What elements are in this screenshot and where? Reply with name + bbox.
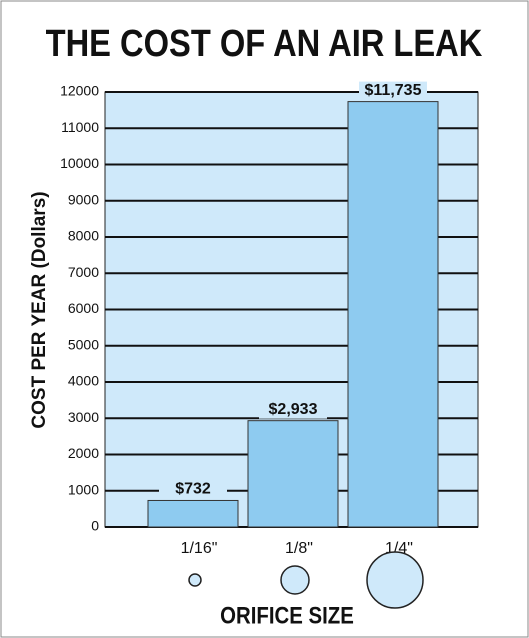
x-tick-label: 1/8" bbox=[285, 540, 313, 557]
y-axis-label: COST PER YEAR (Dollars) bbox=[29, 191, 50, 428]
value-label-bg bbox=[359, 81, 427, 100]
x-axis-label: ORIFICE SIZE bbox=[220, 602, 354, 629]
y-tick-label: 0 bbox=[91, 518, 99, 534]
value-label-bg bbox=[259, 400, 327, 419]
y-tick-label: 11000 bbox=[61, 119, 99, 135]
value-label: $2,933 bbox=[269, 401, 318, 418]
y-tick-label: 10000 bbox=[60, 155, 99, 171]
orifice-icon bbox=[366, 551, 424, 609]
y-tick-label: 8000 bbox=[68, 228, 99, 244]
bar bbox=[347, 101, 439, 528]
bar bbox=[247, 420, 339, 528]
y-tick-label: 5000 bbox=[68, 336, 99, 352]
chart-title: THE COST OF AN AIR LEAK bbox=[46, 22, 483, 65]
y-tick-label: 3000 bbox=[68, 409, 99, 425]
y-tick-label: 12000 bbox=[60, 83, 99, 99]
orifice-icon bbox=[188, 573, 202, 587]
bar bbox=[147, 499, 239, 528]
value-label: $11,735 bbox=[365, 82, 422, 99]
y-tick-label: 6000 bbox=[68, 300, 99, 316]
value-label-bg bbox=[159, 480, 227, 499]
x-tick-label: 1/16" bbox=[181, 540, 218, 557]
y-tick-label: 9000 bbox=[68, 191, 99, 207]
orifice-icon bbox=[280, 565, 310, 595]
y-tick-label: 1000 bbox=[68, 481, 99, 497]
value-label: $732 bbox=[175, 481, 211, 498]
y-tick-label: 7000 bbox=[68, 264, 99, 280]
y-tick-label: 2000 bbox=[68, 445, 99, 461]
y-tick-label: 4000 bbox=[68, 373, 99, 389]
